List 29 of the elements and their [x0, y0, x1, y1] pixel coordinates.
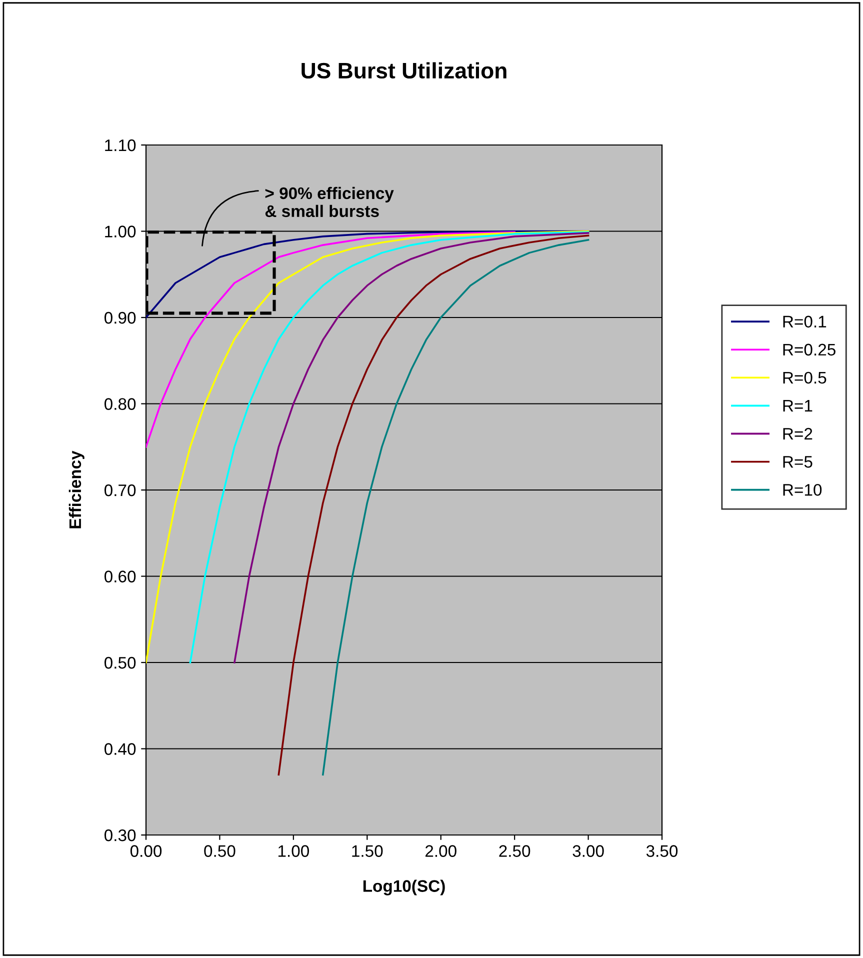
legend-label: R=2: [783, 428, 812, 440]
y-tick-label: 1.10: [105, 139, 136, 152]
legend-label: R=10: [783, 484, 822, 496]
x-tick-label: 3.00: [572, 845, 604, 857]
x-tick-label: 0.00: [130, 845, 162, 857]
y-tick-label: 0.90: [104, 312, 136, 324]
legend-label: R=0.1: [783, 316, 826, 328]
legend-label: R=0.25: [783, 344, 836, 356]
x-tick-label: 1.00: [278, 845, 309, 857]
x-tick-label: 2.00: [425, 845, 456, 857]
annotation: > 90% efficiency & small bursts: [265, 186, 394, 218]
x-tick-label: 0.50: [204, 845, 236, 857]
line-series: [146, 231, 516, 448]
y-tick-label: 0.80: [104, 398, 136, 410]
legend-label: R=0.5: [783, 372, 826, 384]
legend-label: R=5: [783, 456, 812, 468]
y-tick-label: 0.50: [104, 656, 136, 669]
y-tick-label: 0.40: [104, 743, 136, 755]
y-tick-label: 1.00: [105, 226, 136, 238]
x-axis-title: Log10(SC): [363, 880, 445, 896]
x-tick-label: 2.50: [499, 845, 530, 857]
y-tick-label: 0.30: [104, 829, 136, 842]
x-tick-label: 3.50: [646, 845, 678, 857]
chart-title: US Burst Utilization: [302, 62, 506, 79]
legend-label: R=1: [783, 400, 812, 412]
y-tick-label: 0.70: [104, 484, 136, 496]
y-axis-title: Efficiency: [68, 450, 84, 528]
y-tick-label: 0.60: [104, 570, 136, 582]
x-tick-label: 1.50: [352, 845, 383, 857]
